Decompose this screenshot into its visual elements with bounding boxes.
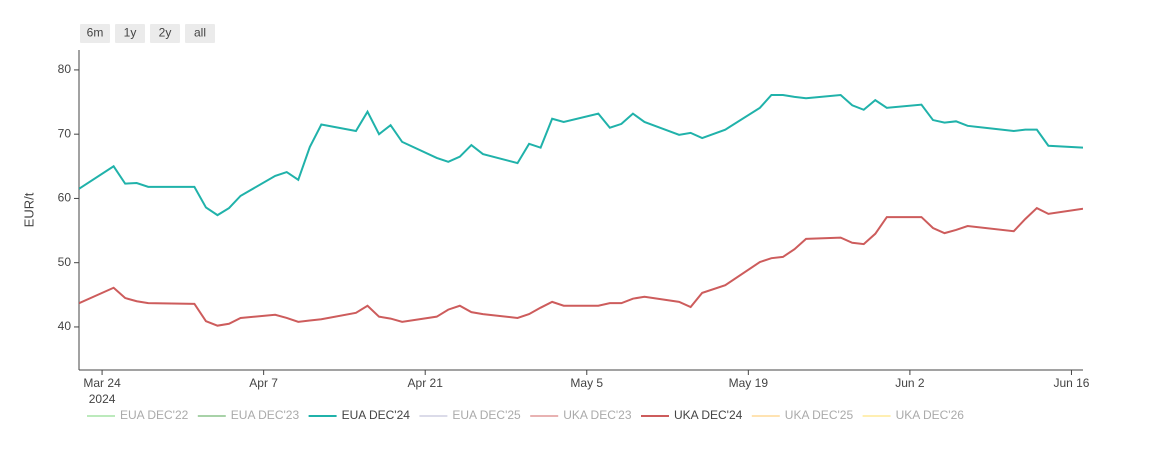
range-button-bg bbox=[150, 24, 180, 43]
legend-item[interactable]: UKA DEC'24 bbox=[641, 408, 743, 422]
y-tick-label: 40 bbox=[58, 319, 72, 333]
plot-area bbox=[79, 93, 1083, 327]
y-tick-label: 70 bbox=[58, 126, 72, 140]
range-button[interactable]: 2y bbox=[150, 24, 180, 43]
range-button-label: all bbox=[194, 26, 206, 40]
legend-item[interactable]: UKA DEC'26 bbox=[862, 408, 965, 422]
range-button[interactable]: 6m bbox=[80, 24, 110, 43]
legend-label: UKA DEC'23 bbox=[563, 408, 632, 422]
range-button-bg bbox=[185, 24, 215, 43]
range-button[interactable]: 1y bbox=[115, 24, 145, 43]
x-year-label: 2024 bbox=[89, 392, 116, 406]
legend-label: UKA DEC'24 bbox=[674, 408, 743, 422]
legend-label: UKA DEC'26 bbox=[896, 408, 965, 422]
range-button-label: 2y bbox=[159, 26, 172, 40]
range-button-label: 1y bbox=[124, 26, 137, 40]
x-tick-label: Apr 7 bbox=[249, 376, 278, 390]
x-tick-label: May 19 bbox=[729, 376, 769, 390]
x-tick-label: Jun 2 bbox=[895, 376, 925, 390]
legend-item[interactable]: UKA DEC'25 bbox=[751, 408, 854, 422]
range-button-bg bbox=[80, 24, 110, 43]
series-line bbox=[79, 206, 1083, 327]
range-button-label: 6m bbox=[87, 26, 104, 40]
range-button[interactable]: all bbox=[185, 24, 215, 43]
legend-item[interactable]: EUA DEC'22 bbox=[87, 408, 189, 422]
y-tick-label: 60 bbox=[58, 191, 72, 205]
series-line bbox=[79, 93, 1083, 217]
legend-label: EUA DEC'24 bbox=[342, 408, 411, 422]
legend: EUA DEC'22 EUA DEC'23 EUA DEC'24 EUA DEC'25… bbox=[87, 408, 964, 422]
y-axis-title: EUR/t bbox=[21, 192, 36, 227]
x-tick-label: Mar 24 bbox=[83, 376, 121, 390]
legend-item[interactable]: EUA DEC'23 bbox=[197, 408, 300, 422]
legend-item[interactable]: UKA DEC'23 bbox=[530, 408, 632, 422]
legend-label: EUA DEC'23 bbox=[231, 408, 300, 422]
range-button-bg bbox=[115, 24, 145, 43]
y-tick-label: 80 bbox=[58, 62, 72, 76]
x-tick-label: Jun 16 bbox=[1053, 376, 1089, 390]
legend-item[interactable]: EUA DEC'24 bbox=[308, 408, 411, 422]
legend-item[interactable]: EUA DEC'25 bbox=[419, 408, 521, 422]
legend-label: UKA DEC'25 bbox=[785, 408, 854, 422]
legend-label: EUA DEC'25 bbox=[452, 408, 521, 422]
y-tick-label: 50 bbox=[58, 255, 72, 269]
x-tick-label: May 5 bbox=[570, 376, 603, 390]
x-tick-label: Apr 21 bbox=[408, 376, 444, 390]
legend-label: EUA DEC'22 bbox=[120, 408, 189, 422]
